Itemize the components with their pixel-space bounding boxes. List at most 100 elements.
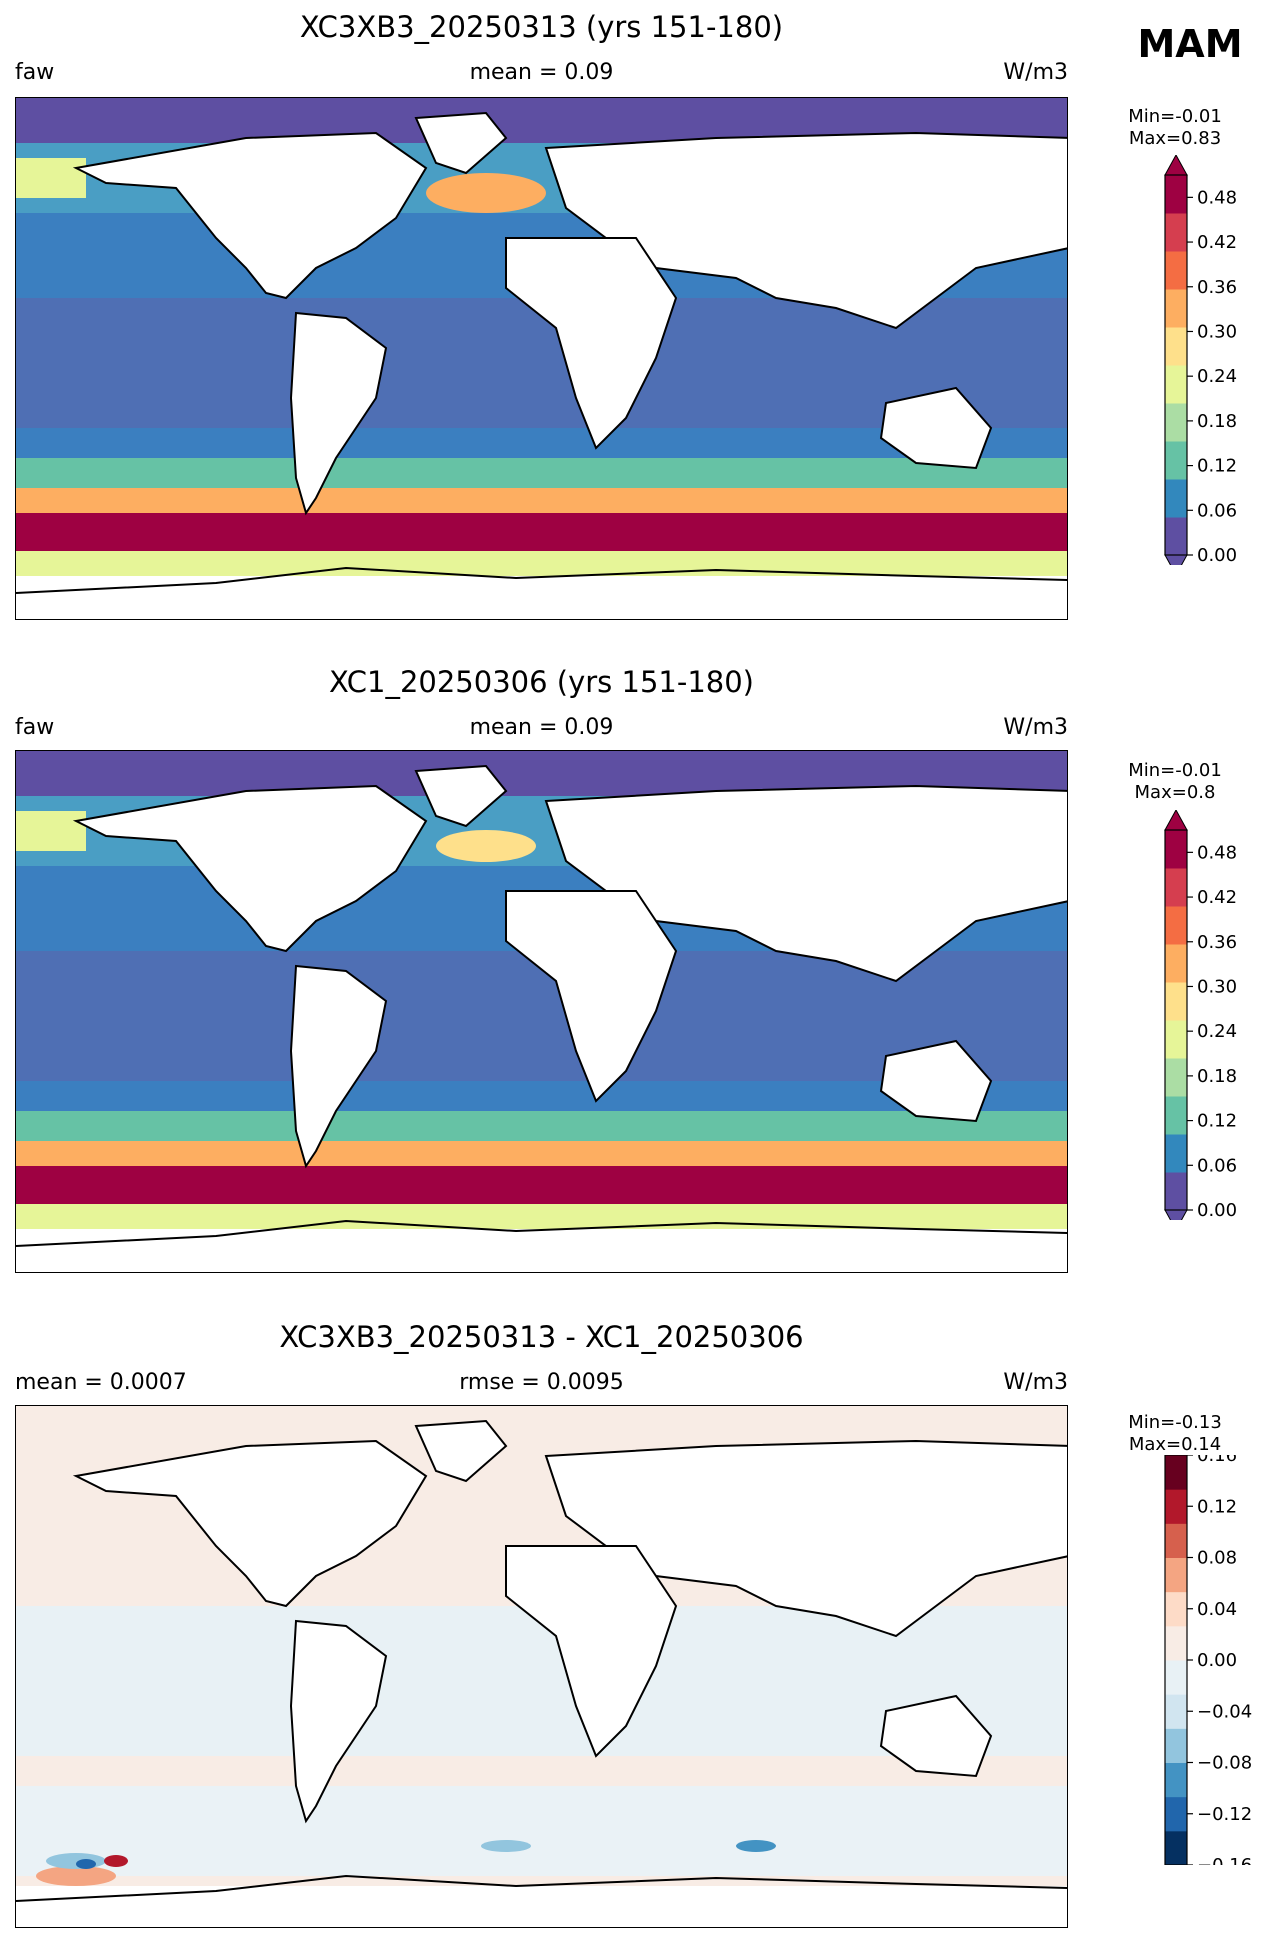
north-atlantic-high (426, 173, 546, 213)
colorbar-segment (1165, 1096, 1187, 1135)
panel-2-min-max: Min=-0.01 Max=0.8 (1090, 760, 1260, 804)
colorbar-tick-label: 0.36 (1197, 277, 1237, 298)
australia-land (879, 1039, 993, 1123)
colorbar-tick-label: 0.42 (1197, 887, 1237, 908)
colorbar-tick-label: 0.48 (1197, 187, 1237, 208)
colorbar-segment (1165, 1591, 1187, 1627)
colorbar-tick-label: −0.04 (1197, 1701, 1252, 1722)
southern-ocean-edge (16, 551, 1067, 576)
southern-ocean-max (16, 513, 1067, 551)
africa-land (505, 237, 678, 450)
colorbar-segment (1165, 175, 1187, 214)
colorbar-segment (1165, 982, 1187, 1021)
panel-1-min-text: Min=-0.01 (1128, 106, 1222, 127)
antarctica-coast (16, 1219, 1067, 1247)
colorbar-frame (1164, 174, 1188, 556)
colorbar-segment (1165, 1694, 1187, 1729)
colorbar-tick-label: 0.16 (1197, 1455, 1237, 1466)
colorbar-extend-bottom (1164, 1209, 1188, 1220)
antarctica-coast (16, 566, 1067, 594)
panel-1-colorbar-segments (1164, 155, 1188, 565)
panel-1-min-max: Min=-0.01 Max=0.83 (1090, 106, 1260, 150)
colorbar-segment (1165, 1134, 1187, 1173)
colorbar-segment (1165, 1172, 1187, 1211)
diff-negative-patch-atlantic (481, 1840, 531, 1852)
north-atlantic-high (436, 830, 536, 862)
diff-positive-patch (36, 1866, 116, 1886)
colorbar-segment (1165, 868, 1187, 907)
colorbar-extend-top (1164, 155, 1188, 176)
subpolar-gradient-2 (16, 1141, 1067, 1166)
greenland-land (414, 764, 508, 828)
colorbar-tick-label: 0.06 (1197, 1155, 1237, 1176)
colorbar-segment (1165, 1557, 1187, 1593)
panel-2-variable-label: faw (15, 715, 55, 740)
africa-land (505, 890, 678, 1103)
panel-2-max-text: Max=0.8 (1134, 782, 1216, 803)
colorbar-tick-label: 0.00 (1197, 545, 1237, 565)
africa-land (505, 1545, 678, 1758)
panel-2-colorbar: 0.48 0.42 0.36 0.30 0.24 0.18 0.12 0.06 0.00 (1164, 810, 1237, 1220)
panel-1-mean-label: mean = 0.09 (469, 60, 614, 85)
colorbar-segment (1165, 1058, 1187, 1097)
panel-3-colorbar-ticks: 0.16 0.12 0.08 0.04 0.00 −0.04 −0.08 −0.12 −0.16 (1187, 1455, 1252, 1865)
colorbar-segment (1165, 213, 1187, 252)
colorbar-tick-label: 0.00 (1197, 1200, 1237, 1220)
panel-3-map (15, 1405, 1068, 1928)
australia-land (879, 386, 993, 470)
panel-3-colorbar-segments (1164, 1455, 1188, 1865)
antarctic-ice (16, 576, 1067, 619)
diff-negative-patch (46, 1853, 106, 1869)
colorbar-tick-label: 0.30 (1197, 321, 1237, 342)
colorbar-segment (1165, 1796, 1187, 1832)
antarctic-ice (16, 1229, 1067, 1272)
north-america-land (72, 784, 428, 953)
subpolar-gradient (16, 1111, 1067, 1141)
greenland-land (414, 111, 508, 175)
diff-strong-negative (76, 1859, 96, 1869)
colorbar-tick-label: 0.12 (1197, 456, 1237, 477)
south-america-land (289, 964, 388, 1169)
panel-1-title: XC3XB3_20250313 (yrs 151-180) (299, 10, 784, 44)
colorbar-tick-label: 0.00 (1197, 1650, 1237, 1671)
panel-2-mean-label: mean = 0.09 (469, 715, 614, 740)
colorbar-tick-label: 0.30 (1197, 976, 1237, 997)
north-america-land (72, 1439, 428, 1608)
colorbar-tick-label: 0.06 (1197, 500, 1237, 521)
colorbar-segment (1165, 479, 1187, 518)
colorbar-extend-top (1164, 810, 1188, 831)
colorbar-segment (1165, 1020, 1187, 1059)
colorbar-tick-label: 0.24 (1197, 366, 1237, 387)
pacific-north-high (16, 158, 86, 198)
panel-3-min-text: Min=-0.13 (1128, 1412, 1222, 1433)
south-america-land (289, 311, 388, 516)
colorbar-tick-label: −0.16 (1197, 1855, 1252, 1865)
south-america-land (289, 1619, 388, 1824)
colorbar-segment (1165, 830, 1187, 869)
panel-1-variable-label: faw (15, 60, 55, 85)
panel-3-max-text: Max=0.14 (1128, 1434, 1222, 1455)
colorbar-segment (1165, 365, 1187, 404)
panel-2-colorbar-ticks: 0.48 0.42 0.36 0.30 0.24 0.18 0.12 0.06 0.00 (1187, 842, 1237, 1220)
colorbar-segment (1165, 1489, 1187, 1524)
colorbar-segment (1165, 1625, 1187, 1661)
subpolar-gradient-2 (16, 488, 1067, 513)
colorbar-segment (1165, 1830, 1187, 1865)
colorbar-segment (1165, 517, 1187, 556)
colorbar-segment (1165, 1523, 1187, 1558)
greenland-land (414, 1419, 508, 1483)
colorbar-segment (1165, 1660, 1187, 1695)
panel-2-units-label: W/m3 (1003, 715, 1068, 740)
colorbar-segment (1165, 1455, 1187, 1490)
subpolar-gradient (16, 458, 1067, 488)
colorbar-segment (1165, 251, 1187, 290)
panel-1-max-text: Max=0.83 (1128, 128, 1222, 149)
diff-negative-patch-indian (736, 1840, 776, 1852)
colorbar-segment (1165, 906, 1187, 945)
north-america-land (72, 131, 428, 300)
colorbar-segment (1165, 403, 1187, 442)
panel-1-map (15, 97, 1068, 620)
colorbar-tick-label: 0.18 (1197, 411, 1237, 432)
colorbar-tick-label: 0.48 (1197, 842, 1237, 863)
colorbar-tick-label: −0.08 (1197, 1753, 1252, 1774)
